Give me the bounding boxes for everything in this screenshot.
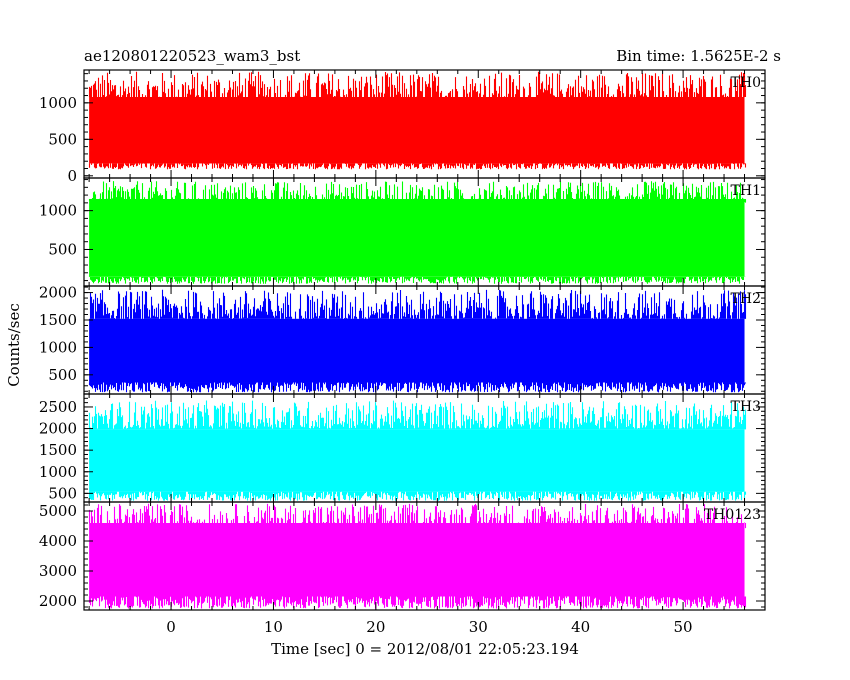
panel-label-th3: TH3 bbox=[731, 399, 761, 415]
series-th2-upper-spikes bbox=[88, 289, 747, 320]
series-th0123-band bbox=[89, 523, 745, 597]
y-tick-label: 1000 bbox=[39, 463, 77, 481]
series-th3-upper-spikes bbox=[88, 400, 747, 430]
y-axis-label: Counts/sec bbox=[5, 303, 23, 387]
y-tick-label: 500 bbox=[48, 240, 77, 258]
y-tick-label: 2500 bbox=[39, 398, 77, 416]
y-tick-label: 1000 bbox=[39, 94, 77, 112]
panel-th2: TH2 500 1000 1500 2000 bbox=[39, 284, 766, 395]
series-th0123-lower-spikes bbox=[88, 595, 747, 609]
y-tick-label: 0 bbox=[67, 167, 77, 185]
y-tick-label: 1500 bbox=[39, 311, 77, 329]
series-th3-lower-spikes bbox=[88, 490, 747, 501]
panel-th0123: TH0123 2000 3000 4000 5000 bbox=[39, 501, 766, 611]
y-tick-label: 2000 bbox=[39, 420, 77, 438]
panels-layer: TH005001000TH15001000TH2500100015002000T… bbox=[39, 69, 766, 636]
panel-label-th0123: TH0123 bbox=[704, 507, 761, 523]
x-tick-label: 10 bbox=[264, 618, 283, 636]
x-tick-label: 0 bbox=[166, 618, 176, 636]
series-th2-band bbox=[89, 318, 745, 383]
x-tick-label: 50 bbox=[674, 618, 693, 636]
series-th1-upper-spikes bbox=[88, 181, 747, 205]
y-tick-label: 1500 bbox=[39, 441, 77, 459]
y-tick-label: 3000 bbox=[39, 562, 77, 580]
y-tick-label: 500 bbox=[48, 484, 77, 502]
panel-th0: TH0 0 500 1000 bbox=[39, 69, 766, 185]
panel-label-th0: TH0 bbox=[731, 75, 761, 91]
panel-frame bbox=[83, 501, 766, 611]
y-tick-label: 4000 bbox=[39, 532, 77, 550]
series-th2-lower-spikes bbox=[88, 381, 747, 393]
x-tick-labels: 0 10 20 30 40 50 bbox=[166, 618, 692, 636]
series-th0-band bbox=[89, 97, 745, 164]
panel-label-th1: TH1 bbox=[731, 183, 761, 199]
y-tick-label: 2000 bbox=[39, 284, 77, 302]
series-th0-upper-spikes bbox=[88, 71, 747, 103]
bin-time-label: Bin time: 1.5625E-2 s bbox=[616, 47, 781, 65]
panel-th3: TH3 500 1000 1500 2000 2500 bbox=[39, 393, 766, 503]
y-tick-label: 2000 bbox=[39, 592, 77, 610]
x-tick-label: 40 bbox=[571, 618, 590, 636]
y-tick-label: 1000 bbox=[39, 338, 77, 356]
panel-label-th2: TH2 bbox=[731, 291, 761, 307]
x-axis-label: Time [sec] 0 = 2012/08/01 22:05:23.194 bbox=[271, 640, 579, 658]
x-tick-label: 20 bbox=[366, 618, 385, 636]
series-th1-lower-spikes bbox=[88, 275, 747, 284]
series-th0123-upper-spikes bbox=[88, 503, 747, 529]
y-tick-label: 500 bbox=[48, 366, 77, 384]
y-tick-label: 5000 bbox=[39, 502, 77, 520]
y-tick-label: 1000 bbox=[39, 202, 77, 220]
series-th1-band bbox=[89, 198, 745, 277]
chart-title: ae120801220523_wam3_bst bbox=[84, 47, 300, 65]
series-th3-band bbox=[89, 429, 745, 492]
x-tick-label: 30 bbox=[469, 618, 488, 636]
y-tick-label: 500 bbox=[48, 130, 77, 148]
panel-th1: TH1 500 1000 bbox=[39, 177, 766, 287]
